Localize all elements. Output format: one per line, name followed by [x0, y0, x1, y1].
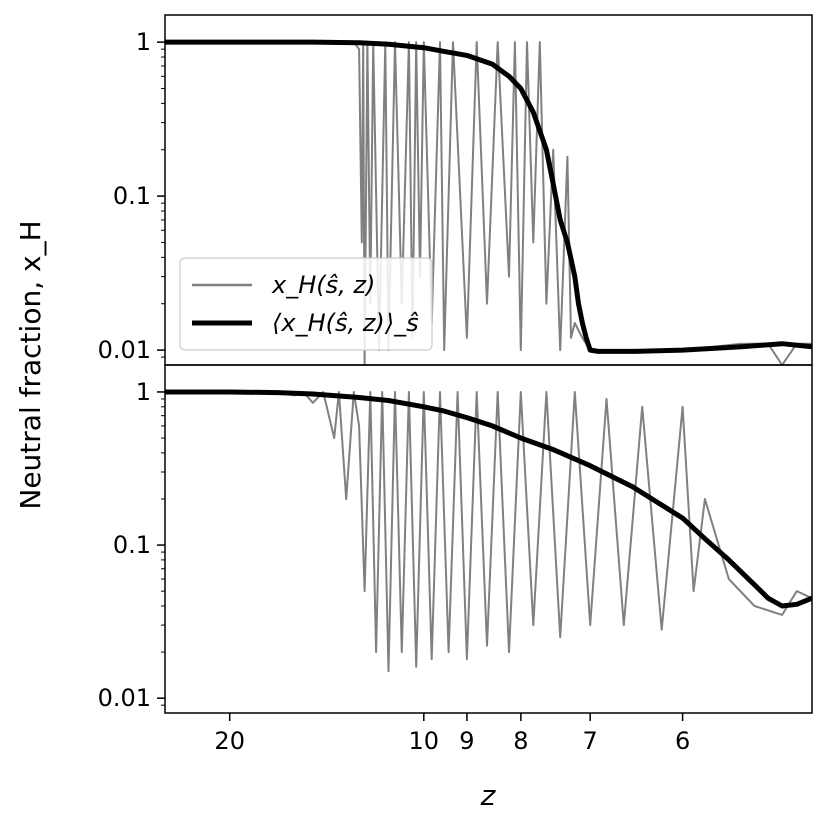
mean-neutral-fraction-line — [165, 39, 812, 354]
x-tick-label: 20 — [214, 727, 245, 755]
series-group — [165, 389, 812, 673]
legend-label-mean-neutral-fraction: ⟨x_H(ŝ, z)⟩_ŝ — [272, 309, 419, 337]
shared-labels: Neutral fraction, x_Hz — [14, 220, 497, 812]
bottom-panel: 0.01 0.1 1 20 10 9 8 7 6 — [98, 364, 813, 755]
top-panel: 0.01 0.1 1 x_H(ŝ, z) ⟨x_H(ŝ, z)⟩_ŝ — [98, 14, 813, 366]
x-tick-label: 8 — [513, 727, 528, 755]
y-tick-label: 0.1 — [113, 531, 151, 559]
y-tick-label: 0.1 — [113, 182, 151, 210]
legend: x_H(ŝ, z) ⟨x_H(ŝ, z)⟩_ŝ — [179, 257, 433, 351]
x-tick-label: 7 — [583, 727, 598, 755]
x-tick-label: 10 — [409, 727, 440, 755]
x-tick-label: 9 — [459, 727, 474, 755]
legend-label-neutral-fraction: x_H(ŝ, z) — [271, 271, 375, 299]
x-axis-title: z — [480, 779, 497, 812]
mean-neutral-fraction-line — [165, 389, 812, 609]
y-tick-label: 0.01 — [98, 684, 151, 712]
y-tick-label: 1 — [136, 28, 151, 56]
y-tick-label: 1 — [136, 378, 151, 406]
y-axis-title: Neutral fraction, x_H — [14, 220, 47, 509]
plot-frame — [164, 364, 813, 714]
series-group — [165, 39, 812, 365]
y-tick-label: 0.01 — [98, 336, 151, 364]
legend-box — [179, 257, 433, 351]
neutral-fraction-line — [165, 391, 812, 673]
x-tick-label: 6 — [675, 727, 690, 755]
